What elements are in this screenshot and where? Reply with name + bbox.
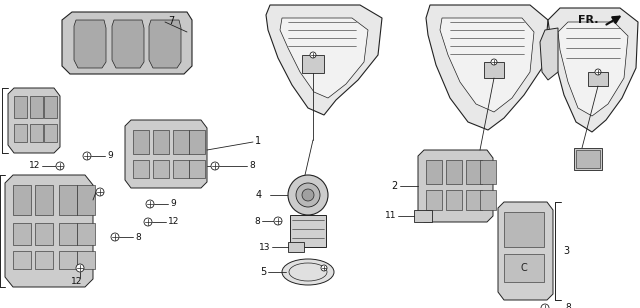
Text: 11: 11 (385, 212, 396, 221)
Polygon shape (8, 88, 60, 153)
Circle shape (288, 175, 328, 215)
Bar (13, 223, 31, 245)
Text: 8: 8 (565, 303, 571, 308)
Circle shape (146, 200, 154, 208)
Polygon shape (5, 175, 93, 287)
Circle shape (96, 188, 104, 196)
Bar (35, 223, 53, 245)
Bar (480, 160, 496, 184)
Bar (189, 130, 205, 154)
Text: FR.: FR. (578, 15, 598, 25)
Bar (290, 215, 326, 247)
Bar (504, 254, 544, 282)
Text: 7: 7 (168, 16, 174, 26)
Bar (35, 185, 53, 215)
Bar (77, 251, 95, 269)
Circle shape (274, 217, 282, 225)
Bar (153, 160, 169, 178)
Text: 4: 4 (256, 190, 262, 200)
Text: 12: 12 (71, 278, 83, 286)
Bar (466, 190, 482, 210)
Bar (480, 190, 496, 210)
Bar (59, 251, 77, 269)
Circle shape (76, 264, 84, 272)
Bar (35, 251, 53, 269)
Bar (466, 160, 482, 184)
Polygon shape (440, 18, 534, 112)
Polygon shape (548, 8, 638, 132)
Text: 12: 12 (168, 217, 179, 226)
Text: 2: 2 (392, 181, 398, 191)
Polygon shape (62, 12, 192, 74)
Bar (302, 55, 324, 73)
Circle shape (595, 69, 601, 75)
Bar (426, 160, 442, 184)
Bar (446, 160, 462, 184)
Bar (484, 62, 504, 78)
Circle shape (144, 218, 152, 226)
Bar (574, 148, 602, 170)
Bar (77, 223, 95, 245)
Bar (414, 210, 432, 222)
Polygon shape (540, 28, 558, 80)
Bar (13, 185, 31, 215)
Text: 3: 3 (563, 246, 569, 256)
Bar (30, 96, 43, 118)
Bar (13, 251, 31, 269)
Text: 12: 12 (29, 161, 40, 171)
Polygon shape (418, 150, 493, 222)
Bar (133, 130, 149, 154)
Bar (59, 223, 77, 245)
Text: 8: 8 (249, 161, 255, 171)
Text: 9: 9 (170, 200, 176, 209)
Bar (426, 190, 442, 210)
Bar (44, 96, 57, 118)
Text: 5: 5 (260, 267, 266, 277)
Bar (576, 150, 600, 168)
Circle shape (491, 59, 497, 65)
Bar (153, 130, 169, 154)
Bar (14, 96, 27, 118)
Text: 8: 8 (135, 233, 141, 241)
Circle shape (296, 183, 320, 207)
Bar (59, 185, 77, 215)
Polygon shape (558, 22, 628, 116)
Circle shape (111, 233, 119, 241)
Circle shape (211, 162, 219, 170)
Text: 1: 1 (255, 136, 261, 146)
Ellipse shape (282, 259, 334, 285)
Bar (446, 190, 462, 210)
Text: 8: 8 (254, 217, 260, 225)
Bar (173, 130, 189, 154)
Bar (77, 185, 95, 215)
Circle shape (321, 265, 327, 271)
Circle shape (302, 189, 314, 201)
Circle shape (310, 52, 316, 58)
Bar (30, 124, 43, 142)
Polygon shape (149, 20, 181, 68)
Polygon shape (74, 20, 106, 68)
Bar (504, 212, 544, 247)
Circle shape (83, 152, 91, 160)
Polygon shape (266, 5, 382, 115)
Text: 13: 13 (259, 242, 270, 252)
Bar (288, 242, 304, 252)
Bar (173, 160, 189, 178)
Text: C: C (520, 263, 527, 273)
Circle shape (541, 304, 549, 308)
Polygon shape (125, 120, 207, 188)
Bar (14, 124, 27, 142)
Polygon shape (498, 202, 553, 300)
Polygon shape (426, 5, 548, 130)
Text: 9: 9 (107, 152, 113, 160)
Bar (588, 72, 608, 86)
Polygon shape (112, 20, 144, 68)
Bar (189, 160, 205, 178)
Bar (44, 124, 57, 142)
Polygon shape (280, 18, 368, 98)
Bar (133, 160, 149, 178)
Circle shape (56, 162, 64, 170)
